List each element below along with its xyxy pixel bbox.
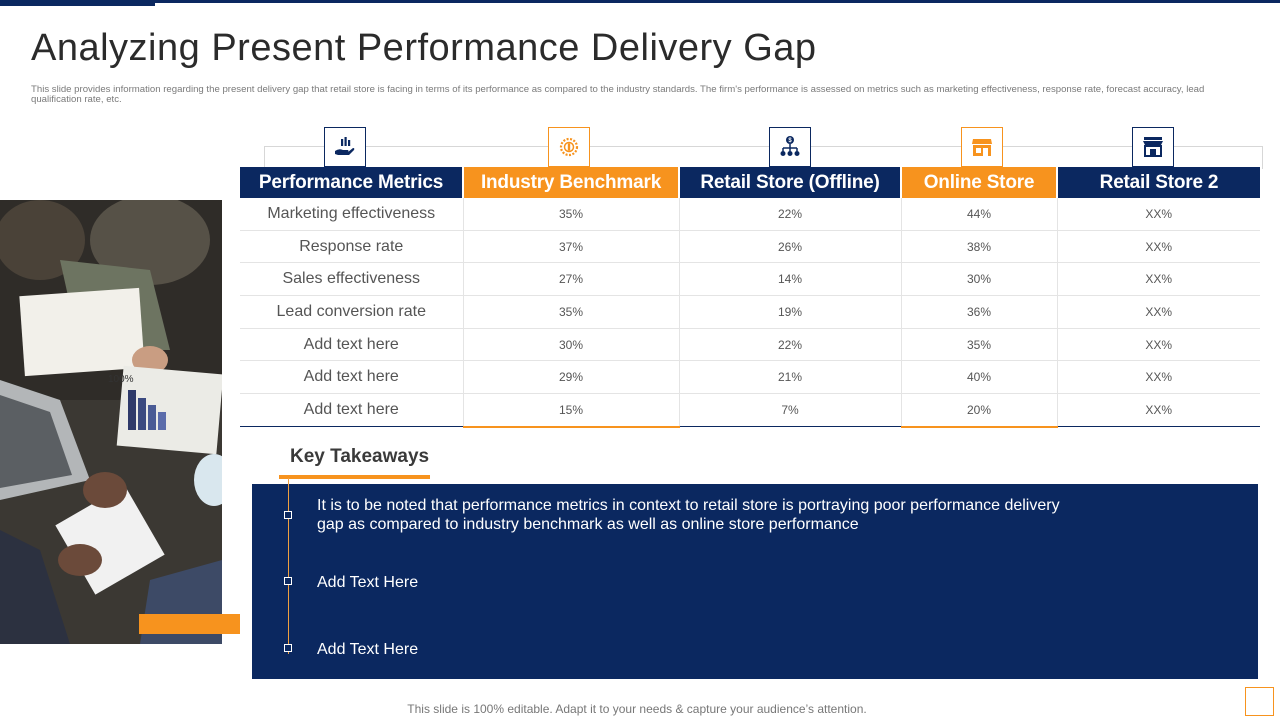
key-takeaways-panel [252,484,1258,679]
key-takeaways-underline [279,475,430,479]
offline-value[interactable]: 21% [678,360,901,395]
offline-value[interactable]: 22% [678,198,901,231]
metric-name[interactable]: Lead conversion rate [240,295,463,329]
svg-text:$: $ [788,138,792,144]
table-row: Response rate 37% 26% 38% XX% [240,230,1260,264]
offline-value[interactable]: 26% [678,230,901,264]
store2-value[interactable]: XX% [1056,198,1260,231]
bullet-marker [284,644,292,652]
slide-subtitle[interactable]: This slide provides information regardin… [31,84,1205,105]
metric-name[interactable]: Add text here [240,393,463,428]
dollar-network-icon: $ [769,127,811,167]
metric-name[interactable]: Response rate [240,230,463,264]
store2-value[interactable]: XX% [1056,393,1260,428]
metric-name[interactable]: Add text here [240,328,463,362]
bullet-marker [284,577,292,585]
header-retail-store-2[interactable]: Retail Store 2 [1056,167,1260,198]
takeaway-item[interactable]: Add Text Here [317,574,419,591]
metric-name[interactable]: Sales effectiveness [240,262,463,297]
footer-text[interactable]: This slide is 100% editable. Adapt it to… [407,702,867,716]
takeaway-item[interactable]: It is to be noted that performance metri… [317,497,1060,533]
hand-coin-chart-icon [324,127,366,167]
shop-awning-icon [1132,127,1174,167]
online-value[interactable]: 30% [900,262,1057,297]
offline-value[interactable]: 22% [678,328,901,362]
table-frame [264,146,1263,169]
store2-value[interactable]: XX% [1056,230,1260,264]
takeaway-item[interactable]: Add Text Here [317,641,419,658]
online-value[interactable]: 44% [900,198,1057,231]
svg-text:100%: 100% [108,374,134,385]
benchmark-value[interactable]: 15% [462,393,679,428]
table-row: Lead conversion rate 35% 19% 36% XX% [240,295,1260,329]
header-retail-store-offline[interactable]: Retail Store (Offline) [678,167,901,198]
table-row: Marketing effectiveness 35% 22% 44% XX% [240,198,1260,231]
offline-value[interactable]: 19% [678,295,901,329]
table-row: Sales effectiveness 27% 14% 30% XX% [240,262,1260,297]
offline-value[interactable]: 7% [678,393,901,428]
slide-title[interactable]: Analyzing Present Performance Delivery G… [31,27,817,69]
coin-badge-icon [548,127,590,167]
metric-name[interactable]: Add text here [240,360,463,395]
store2-value[interactable]: XX% [1056,360,1260,395]
online-value[interactable]: 35% [900,328,1057,362]
store2-value[interactable]: XX% [1056,262,1260,297]
store2-value[interactable]: XX% [1056,295,1260,329]
benchmark-value[interactable]: 35% [462,295,679,329]
corner-accent-box [1245,687,1274,716]
online-value[interactable]: 36% [900,295,1057,329]
team-meeting-photo: 100% [0,200,222,644]
storefront-icon [961,127,1003,167]
slide-footer: This slide is 100% editable. Adapt it to… [0,702,1280,716]
header-performance-metrics[interactable]: Performance Metrics [240,167,463,198]
benchmark-value[interactable]: 29% [462,360,679,395]
bullet-marker [284,511,292,519]
benchmark-value[interactable]: 27% [462,262,679,297]
table-row: Add text here 30% 22% 35% XX% [240,328,1260,362]
table-row: Add text here 29% 21% 40% XX% [240,360,1260,395]
online-value[interactable]: 20% [900,393,1057,428]
table-row: Add text here 15% 7% 20% XX% [240,393,1260,428]
top-accent-tab [0,0,155,6]
benchmark-value[interactable]: 35% [462,198,679,231]
online-value[interactable]: 40% [900,360,1057,395]
key-takeaways-title[interactable]: Key Takeaways [290,446,430,467]
takeaways-timeline-line [288,478,289,654]
offline-value[interactable]: 14% [678,262,901,297]
online-value[interactable]: 38% [900,230,1057,264]
header-online-store[interactable]: Online Store [900,167,1057,198]
performance-table: Performance Metrics Industry Benchmark R… [240,167,1260,428]
store2-value[interactable]: XX% [1056,328,1260,362]
header-industry-benchmark[interactable]: Industry Benchmark [462,167,679,198]
top-accent-bar [0,0,1280,3]
photo-accent-bar [139,614,240,634]
table-header-row: Performance Metrics Industry Benchmark R… [240,167,1260,198]
benchmark-value[interactable]: 37% [462,230,679,264]
benchmark-value[interactable]: 30% [462,328,679,362]
metric-name[interactable]: Marketing effectiveness [240,198,463,231]
